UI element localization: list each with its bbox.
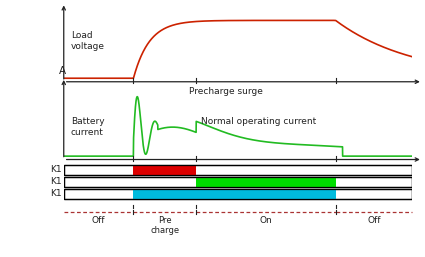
Bar — [64, 177, 412, 187]
Bar — [133, 164, 196, 175]
Bar — [196, 177, 336, 187]
Text: Precharge surge: Precharge surge — [189, 87, 263, 96]
Text: Off: Off — [92, 216, 105, 225]
Bar — [64, 164, 412, 175]
Bar — [64, 189, 412, 199]
Text: Off: Off — [367, 216, 381, 225]
Text: K1: K1 — [51, 165, 62, 174]
Text: Battery
current: Battery current — [71, 117, 105, 136]
Text: K1: K1 — [51, 189, 62, 198]
Text: Pre
charge: Pre charge — [150, 216, 179, 235]
Text: On: On — [260, 216, 272, 225]
Text: V: V — [59, 0, 65, 2]
Text: K1: K1 — [51, 177, 62, 186]
Text: Load
voltage: Load voltage — [71, 31, 105, 51]
Bar — [64, 189, 412, 199]
Bar — [133, 189, 336, 199]
Bar — [64, 164, 412, 175]
Text: Normal operating current: Normal operating current — [201, 117, 317, 126]
Text: A: A — [59, 66, 65, 76]
Bar — [64, 177, 412, 187]
